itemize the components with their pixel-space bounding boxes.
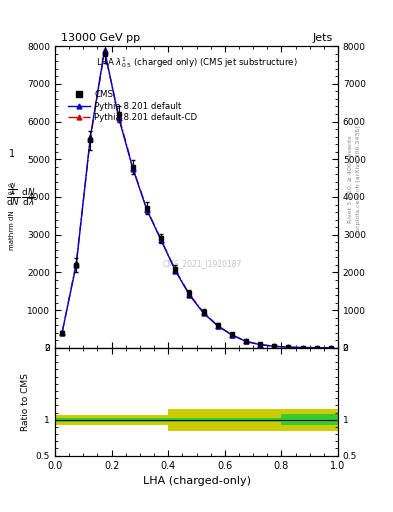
Text: mathrm dN: mathrm dN <box>9 210 15 250</box>
Text: CMS_2021_I1920187: CMS_2021_I1920187 <box>162 259 242 268</box>
Text: 1: 1 <box>9 148 15 159</box>
Text: $\frac{\mathrm{d}N}{\mathrm{d}\lambda}$: $\frac{\mathrm{d}N}{\mathrm{d}\lambda}$ <box>7 181 17 198</box>
Text: mcplots.cern.ch [arXiv:1306.3436]: mcplots.cern.ch [arXiv:1306.3436] <box>356 125 361 233</box>
Text: LHA $\lambda^{1}_{0.5}$ (charged only) (CMS jet substructure): LHA $\lambda^{1}_{0.5}$ (charged only) (… <box>96 55 297 70</box>
Text: 13000 GeV pp: 13000 GeV pp <box>61 33 140 43</box>
Text: $\frac{1}{\mathrm{d}N}\,\frac{\mathrm{d}N}{\mathrm{d}\lambda}$: $\frac{1}{\mathrm{d}N}\,\frac{\mathrm{d}… <box>6 186 36 208</box>
Y-axis label: Ratio to CMS: Ratio to CMS <box>21 373 30 431</box>
X-axis label: LHA (charged-only): LHA (charged-only) <box>143 476 250 486</box>
Text: Jets: Jets <box>312 33 332 43</box>
Text: Rivet 3.1.10, ≥ 400k events: Rivet 3.1.10, ≥ 400k events <box>348 135 353 223</box>
Legend: CMS, Pythia 8.201 default, Pythia 8.201 default-CD: CMS, Pythia 8.201 default, Pythia 8.201 … <box>65 87 201 125</box>
